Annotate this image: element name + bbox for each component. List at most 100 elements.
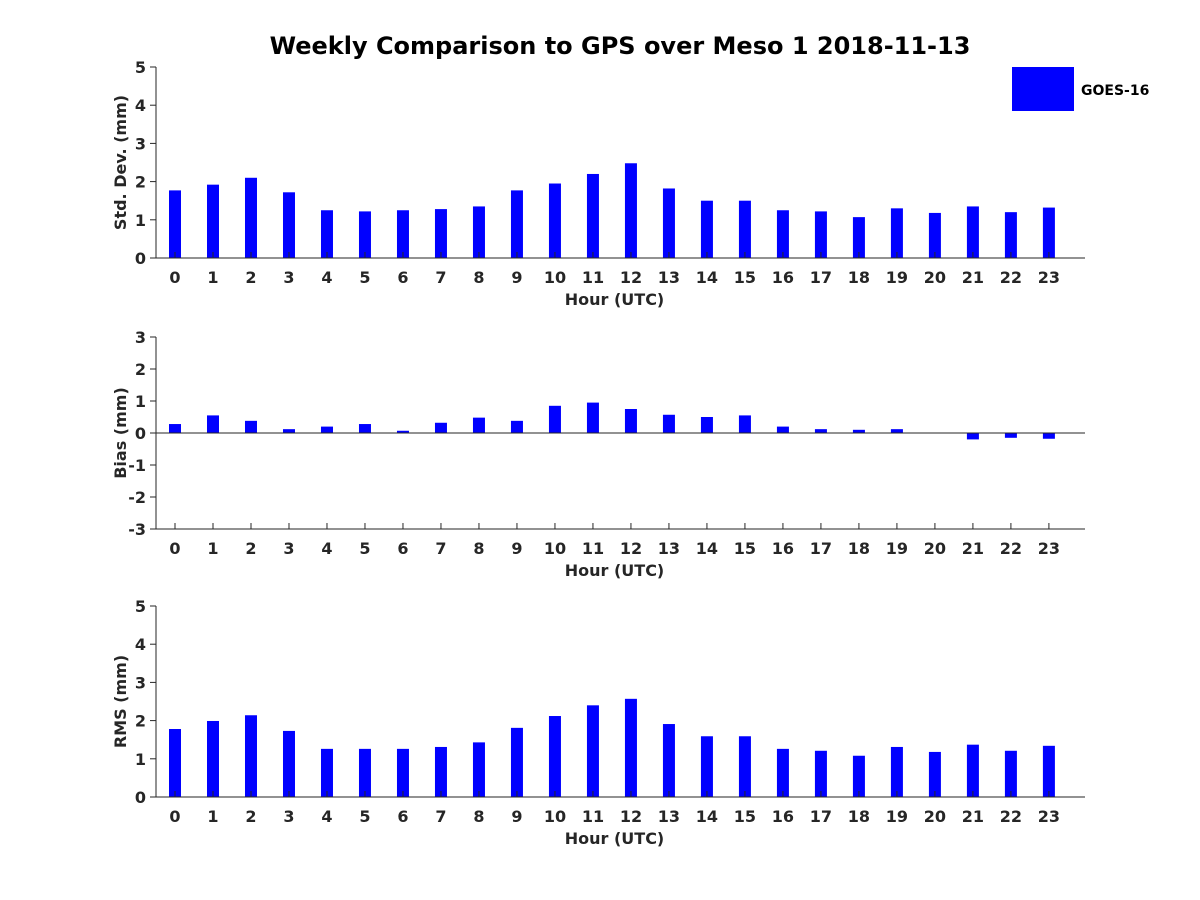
x-tick-label: 19: [886, 807, 908, 826]
x-tick-label: 17: [810, 268, 832, 287]
x-tick-label: 5: [359, 539, 370, 558]
x-tick-label: 22: [1000, 807, 1022, 826]
x-tick-label: 3: [283, 539, 294, 558]
bar-hour-6: [396, 210, 409, 258]
bar-hour-23: [1042, 433, 1055, 439]
bar-hour-6: [396, 430, 409, 433]
x-tick-label: 20: [924, 268, 946, 287]
bar-hour-0: [168, 190, 181, 258]
x-tick-label: 23: [1038, 539, 1060, 558]
bar-hour-17: [814, 211, 827, 258]
x-tick-label: 12: [620, 807, 642, 826]
bar-hour-12: [624, 409, 637, 433]
x-tick-label: 1: [207, 268, 218, 287]
bar-hour-12: [624, 163, 637, 258]
bar-hour-5: [358, 748, 371, 797]
x-tick-label: 13: [658, 268, 680, 287]
x-tick-label: 9: [511, 268, 522, 287]
y-tick-label: 3: [135, 673, 146, 692]
bar-hour-15: [738, 200, 751, 258]
bar-hour-16: [776, 426, 789, 433]
x-tick-label: 3: [283, 807, 294, 826]
y-tick-label: 3: [135, 134, 146, 153]
y-tick-label: 4: [135, 96, 146, 115]
x-tick-label: 2: [245, 268, 256, 287]
x-tick-label: 20: [924, 807, 946, 826]
x-tick-label: 14: [696, 539, 718, 558]
x-tick-label: 18: [848, 539, 870, 558]
x-tick-label: 0: [169, 807, 180, 826]
bar-hour-11: [586, 705, 599, 797]
x-tick-label: 8: [473, 539, 484, 558]
bar-hour-21: [966, 206, 979, 258]
x-tick-label: 6: [397, 268, 408, 287]
x-tick-label: 2: [245, 807, 256, 826]
x-tick-label: 19: [886, 539, 908, 558]
x-tick-label: 21: [962, 807, 984, 826]
y-tick-label: 1: [135, 211, 146, 230]
x-tick-label: 18: [848, 807, 870, 826]
x-tick-label: 12: [620, 268, 642, 287]
bar-hour-22: [1004, 212, 1017, 258]
x-tick-label: 16: [772, 539, 794, 558]
y-tick-label: 3: [135, 328, 146, 347]
bar-hour-0: [168, 424, 181, 433]
y-tick-label: -1: [128, 456, 146, 475]
y-axis-label: Std. Dev. (mm): [111, 95, 130, 230]
bar-hour-22: [1004, 433, 1017, 438]
y-tick-label: 1: [135, 392, 146, 411]
bar-hour-0: [168, 729, 181, 797]
legend-label: GOES-16: [1081, 83, 1149, 99]
y-tick-label: 0: [135, 424, 146, 443]
y-tick-label: 2: [135, 360, 146, 379]
y-tick-label: 5: [135, 597, 146, 616]
bar-hour-1: [206, 415, 219, 433]
x-axis-label: Hour (UTC): [565, 561, 665, 580]
bar-hour-17: [814, 750, 827, 797]
bar-hour-22: [1004, 750, 1017, 797]
bar-hour-4: [320, 748, 333, 797]
x-tick-label: 23: [1038, 268, 1060, 287]
bar-hour-2: [244, 715, 257, 797]
bar-hour-21: [966, 744, 979, 797]
y-axis-label: RMS (mm): [111, 655, 130, 748]
x-tick-label: 4: [321, 268, 332, 287]
bar-hour-15: [738, 415, 751, 433]
bar-hour-13: [662, 724, 675, 797]
y-tick-label: 0: [135, 788, 146, 807]
x-tick-label: 16: [772, 807, 794, 826]
bar-hour-13: [662, 414, 675, 433]
bar-hour-10: [548, 716, 561, 797]
x-tick-label: 11: [582, 539, 604, 558]
x-tick-label: 1: [207, 539, 218, 558]
bar-hour-1: [206, 720, 219, 797]
bar-hour-4: [320, 426, 333, 433]
bar-hour-20: [928, 212, 941, 258]
bar-hour-19: [890, 208, 903, 258]
x-tick-label: 9: [511, 539, 522, 558]
bar-hour-8: [472, 417, 485, 433]
bar-hour-1: [206, 184, 219, 258]
legend: GOES-16: [1012, 67, 1149, 111]
x-tick-label: 0: [169, 539, 180, 558]
bar-hour-14: [700, 417, 713, 433]
bar-hour-9: [510, 727, 523, 797]
x-tick-label: 5: [359, 268, 370, 287]
bar-hour-23: [1042, 207, 1055, 258]
x-tick-label: 17: [810, 807, 832, 826]
x-tick-label: 8: [473, 807, 484, 826]
x-tick-label: 13: [658, 539, 680, 558]
bar-hour-9: [510, 420, 523, 433]
legend-swatch: [1012, 67, 1074, 111]
y-tick-label: 2: [135, 173, 146, 192]
y-tick-label: 5: [135, 58, 146, 77]
bar-hour-10: [548, 405, 561, 433]
bar-hour-3: [282, 192, 295, 258]
bar-hour-13: [662, 188, 675, 258]
x-tick-label: 3: [283, 268, 294, 287]
bar-hour-5: [358, 424, 371, 433]
